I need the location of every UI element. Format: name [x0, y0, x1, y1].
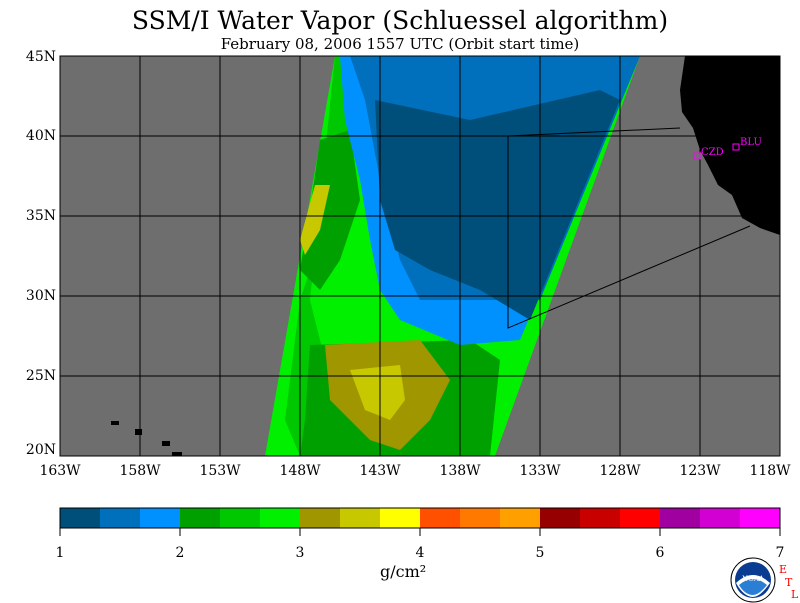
- svg-text:T: T: [785, 576, 793, 589]
- swath-dark-green: [300, 130, 360, 290]
- colorbar-swatch: [580, 508, 620, 528]
- island: [162, 441, 170, 446]
- colorbar-swatch: [540, 508, 580, 528]
- site-label-czd: CZD: [701, 147, 724, 158]
- colorbar-tick-4: 4: [415, 545, 425, 561]
- colorbar-units: g/cm²: [380, 562, 427, 581]
- swath-yellow-strip: [300, 185, 330, 255]
- lat-label-45n: 45N: [25, 49, 56, 65]
- site-label-blu: BLU: [740, 137, 762, 148]
- swath-dark-blue: [375, 90, 620, 320]
- colorbar-tick-2: 2: [175, 545, 185, 561]
- colorbar-swatch: [620, 508, 660, 528]
- analysis-region-outline: [507, 127, 751, 329]
- colorbar-swatch: [500, 508, 540, 528]
- island: [135, 429, 142, 435]
- site-marker-blu: [732, 143, 740, 151]
- lat-label-20n: 20N: [25, 442, 56, 458]
- svg-text:NOAA: NOAA: [742, 575, 765, 583]
- colorbar-swatch: [300, 508, 340, 528]
- lon-label-138w: 138W: [439, 463, 481, 479]
- colorbar-swatch: [100, 508, 140, 528]
- swath-yellow-patch: [350, 365, 405, 420]
- lat-label-25n: 25N: [25, 368, 56, 384]
- island: [111, 421, 119, 425]
- colorbar-swatch: [140, 508, 180, 528]
- colorbar-tick-7: 7: [775, 545, 785, 561]
- svg-text:E: E: [779, 563, 787, 576]
- lat-label-30n: 30N: [25, 288, 56, 304]
- island: [172, 452, 182, 456]
- colorbar-swatch: [460, 508, 500, 528]
- colorbar-swatch: [380, 508, 420, 528]
- map-frame: [59, 55, 781, 457]
- graticule: [60, 56, 780, 456]
- colorbar-swatch: [420, 508, 460, 528]
- colorbar-swatch: [660, 508, 700, 528]
- etl-logo: E T L: [779, 563, 799, 600]
- lon-label-148w: 148W: [279, 463, 321, 479]
- colorbar-tick-1: 1: [55, 545, 65, 561]
- colorbar-swatch: [740, 508, 780, 528]
- lat-label-40n: 40N: [25, 128, 56, 144]
- lon-label-153w: 153W: [199, 463, 241, 479]
- colorbar-swatch: [700, 508, 740, 528]
- lat-label-35n: 35N: [25, 208, 56, 224]
- lon-label-158w: 158W: [119, 463, 161, 479]
- lon-label-163w: 163W: [39, 463, 81, 479]
- lon-label-133w: 133W: [519, 463, 561, 479]
- lon-label-118w: 118W: [749, 463, 791, 479]
- lon-label-123w: 123W: [679, 463, 721, 479]
- colorbar-swatch: [180, 508, 220, 528]
- svg-text:L: L: [791, 588, 799, 600]
- colorbar-swatch: [260, 508, 300, 528]
- lon-label-143w: 143W: [359, 463, 401, 479]
- colorbar-tick-5: 5: [535, 545, 545, 561]
- north-america-landmass: [680, 56, 780, 235]
- map-subtitle: February 08, 2006 1557 UTC (Orbit start …: [220, 35, 580, 53]
- colorbar-swatch: [60, 508, 100, 528]
- site-marker-czd: [693, 152, 701, 160]
- colorbar-tick-6: 6: [655, 545, 665, 561]
- colorbar-tick-3: 3: [295, 545, 305, 561]
- lon-label-128w: 128W: [599, 463, 641, 479]
- map-title: SSM/I Water Vapor (Schluessel algorithm): [131, 6, 669, 35]
- colorbar-swatch: [220, 508, 260, 528]
- colorbar-swatch: [340, 508, 380, 528]
- noaa-logo: NOAA: [730, 557, 776, 603]
